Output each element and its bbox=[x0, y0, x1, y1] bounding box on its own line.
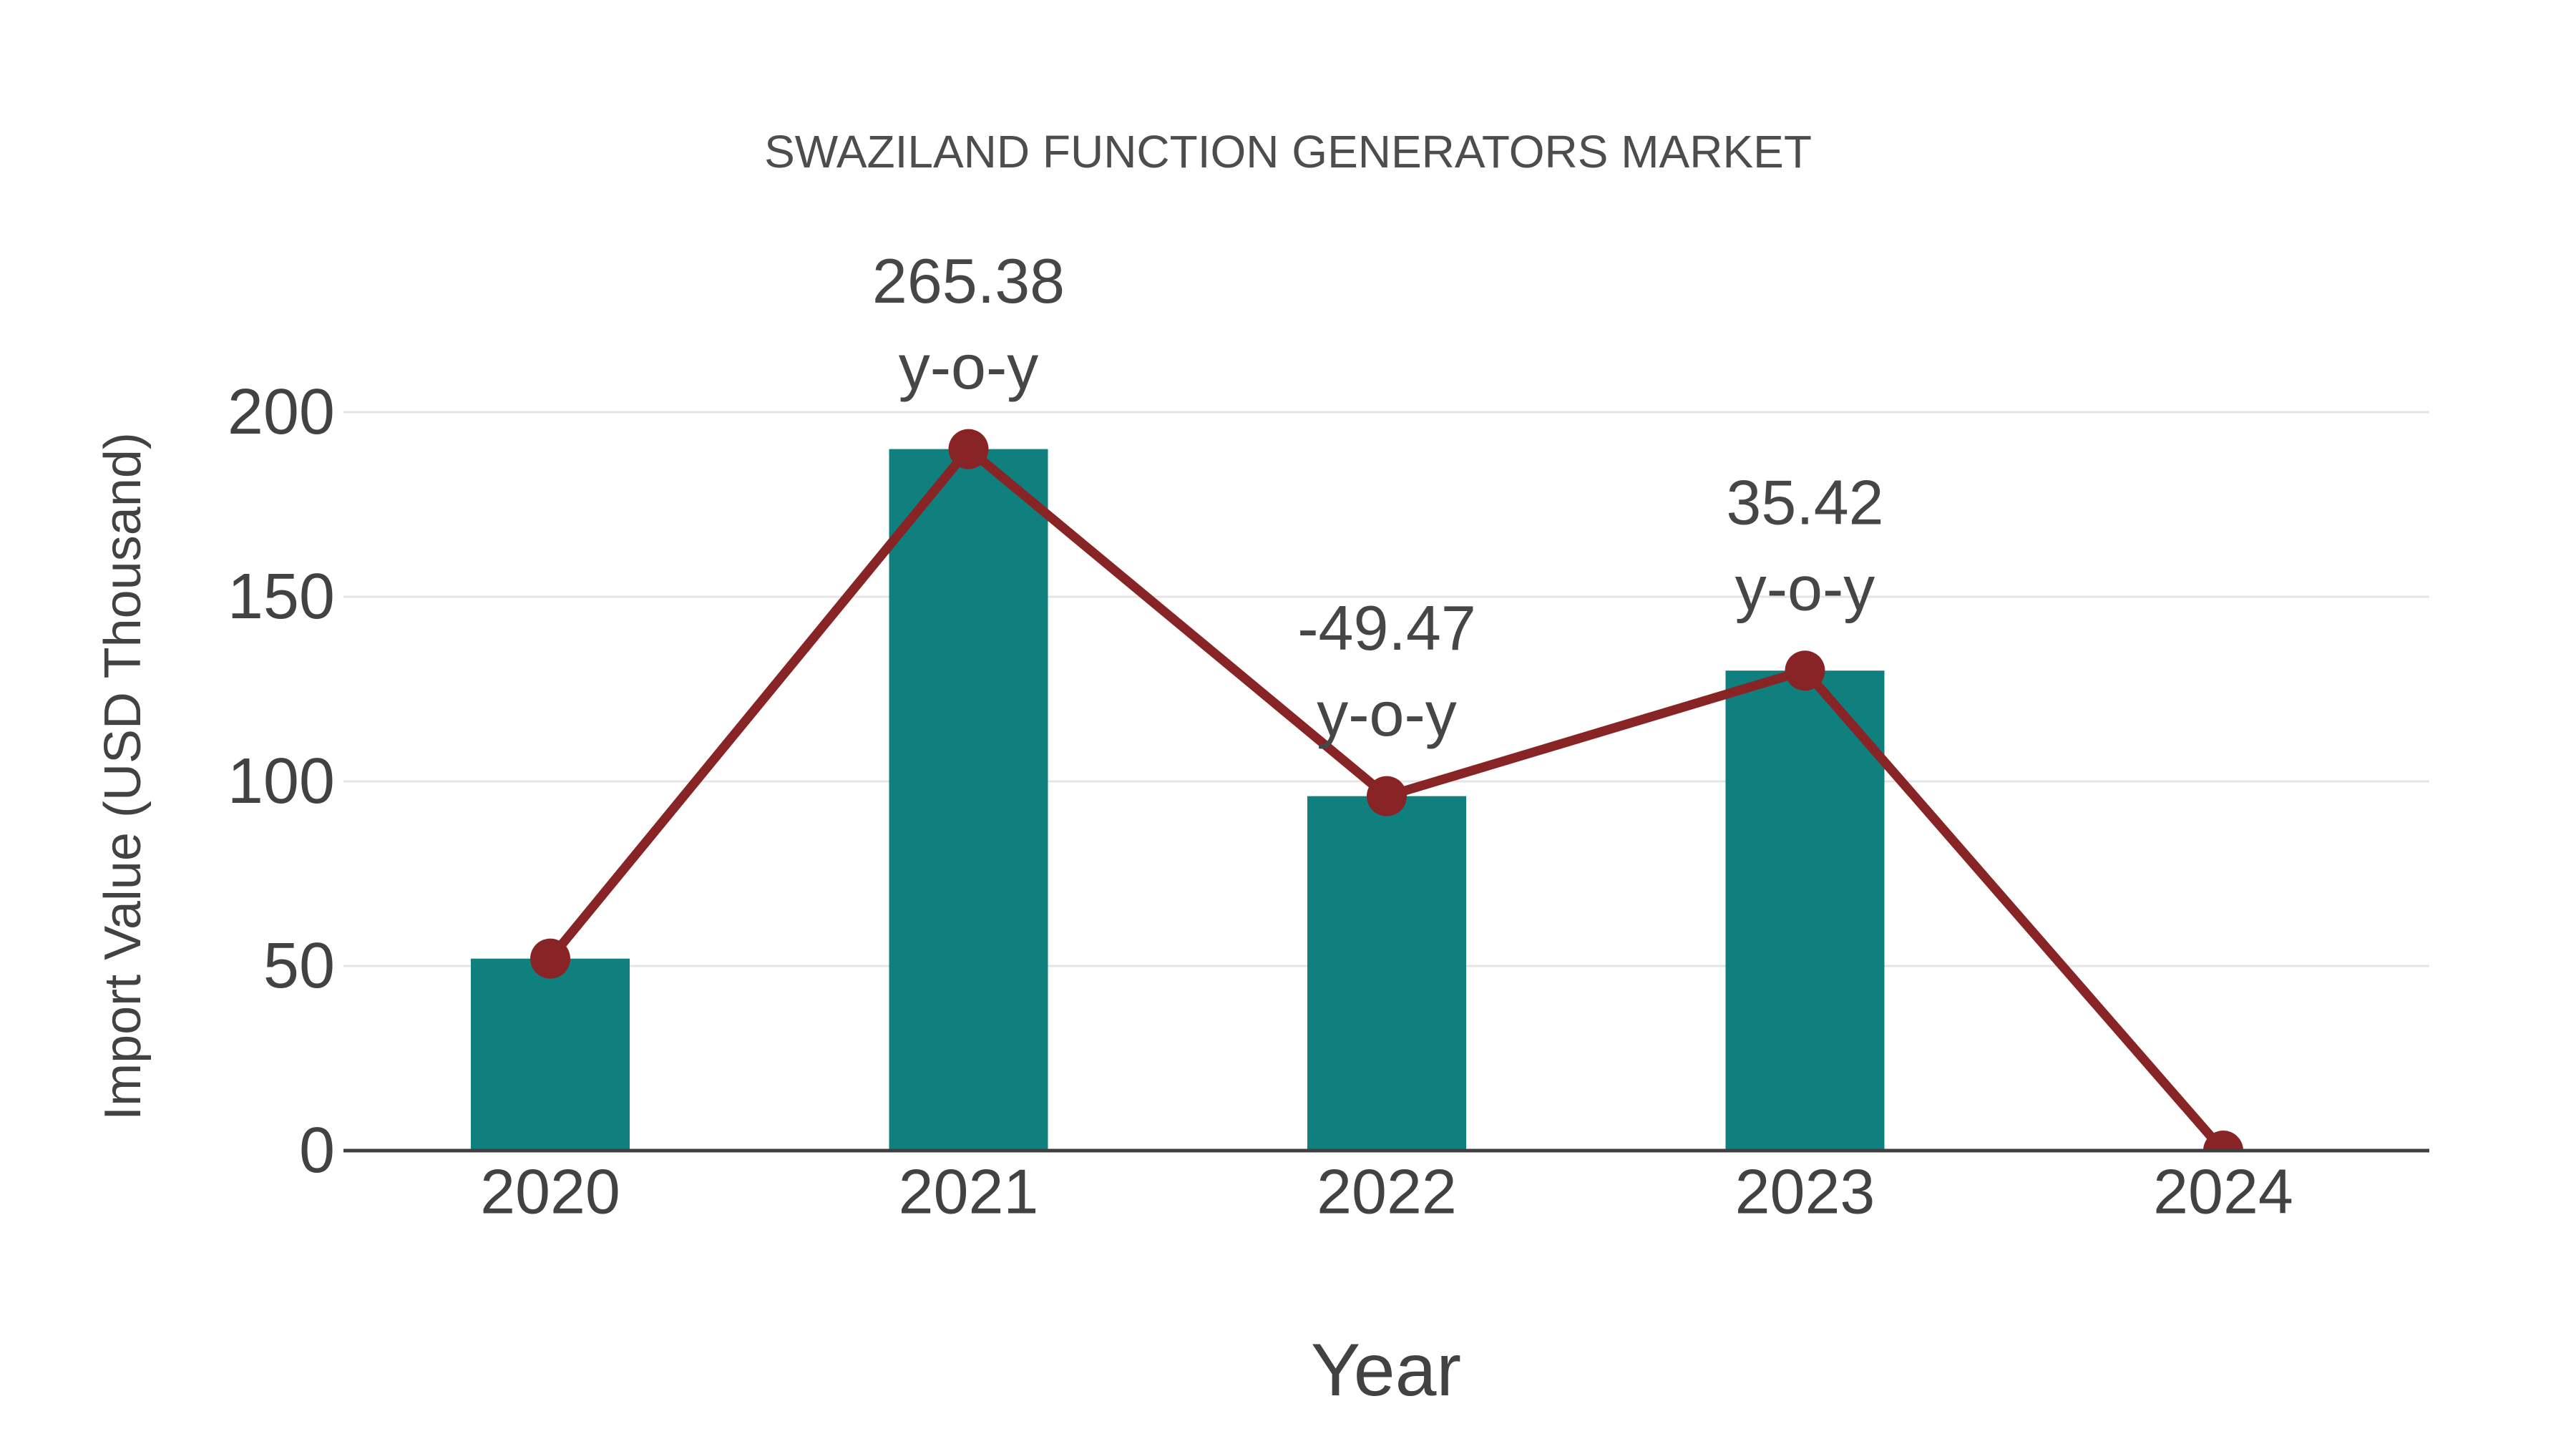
bar-series bbox=[471, 449, 1885, 1151]
y-tick-50: 50 bbox=[263, 930, 335, 1002]
y-tick-150: 150 bbox=[228, 561, 335, 633]
annotation-2021-value: 265.38 bbox=[872, 245, 1065, 316]
annotation-2023-value: 35.42 bbox=[1726, 467, 1883, 538]
bar-2023 bbox=[1725, 670, 1885, 1151]
x-tick-2023: 2023 bbox=[1735, 1156, 1875, 1227]
annotation-2021-unit: y-o-y bbox=[899, 331, 1039, 402]
line-series bbox=[530, 429, 2243, 1151]
bar-2022 bbox=[1307, 796, 1466, 1151]
bar-2020 bbox=[471, 958, 630, 1151]
annotation-2023-unit: y-o-y bbox=[1735, 553, 1875, 624]
y-tick-100: 100 bbox=[228, 746, 335, 817]
y-tick-200: 200 bbox=[228, 376, 335, 448]
bar-2021 bbox=[889, 449, 1048, 1151]
marker-2020 bbox=[530, 938, 570, 979]
annotation-2022-value: -49.47 bbox=[1297, 592, 1476, 663]
x-tick-2021: 2021 bbox=[899, 1156, 1039, 1227]
y-axis-tick-labels: 0 50 100 150 200 bbox=[228, 376, 335, 1186]
annotation-2022-unit: y-o-y bbox=[1317, 678, 1457, 749]
marker-2021 bbox=[948, 429, 989, 469]
chart-title: SWAZILAND FUNCTION GENERATORS MARKET bbox=[764, 126, 1812, 177]
marker-2023 bbox=[1785, 650, 1825, 691]
x-tick-2020: 2020 bbox=[480, 1156, 620, 1227]
x-axis-tick-labels: 2020 2021 2022 2023 2024 bbox=[480, 1156, 2293, 1227]
y-axis-title: Import Value (USD Thousand) bbox=[94, 432, 152, 1121]
annotations: 265.38 y-o-y -49.47 y-o-y 35.42 y-o-y bbox=[872, 245, 1884, 749]
x-axis-title: Year bbox=[1311, 1329, 1461, 1412]
x-tick-2022: 2022 bbox=[1317, 1156, 1457, 1227]
x-tick-2024: 2024 bbox=[2153, 1156, 2293, 1227]
y-tick-0: 0 bbox=[299, 1115, 335, 1186]
marker-2022 bbox=[1367, 776, 1407, 816]
marker-2024 bbox=[2203, 1131, 2243, 1151]
